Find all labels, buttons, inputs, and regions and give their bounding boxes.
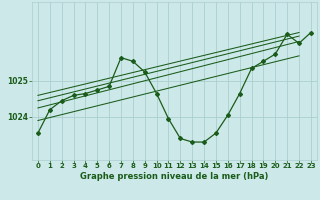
X-axis label: Graphe pression niveau de la mer (hPa): Graphe pression niveau de la mer (hPa): [80, 172, 268, 181]
